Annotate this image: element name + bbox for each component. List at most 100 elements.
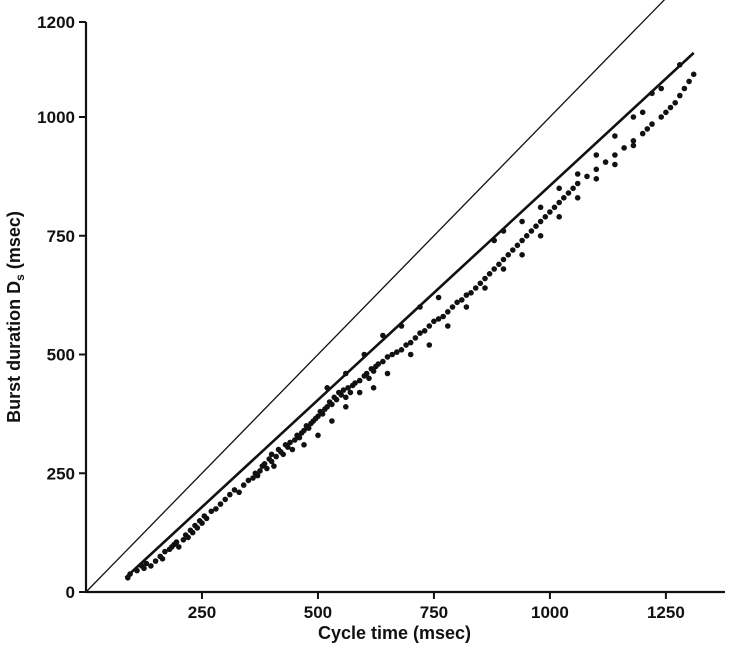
data-point xyxy=(271,463,277,469)
data-point xyxy=(514,242,521,249)
data-point xyxy=(333,396,340,403)
data-point xyxy=(663,109,669,116)
data-point xyxy=(375,361,382,367)
data-point xyxy=(463,304,470,310)
data-point xyxy=(523,233,530,239)
data-point xyxy=(343,394,349,401)
data-point xyxy=(370,368,377,374)
y-axis-title: Burst duration Ds (msec) xyxy=(4,211,27,423)
data-point xyxy=(454,299,460,306)
data-point xyxy=(159,556,166,562)
data-point xyxy=(556,199,562,206)
data-point xyxy=(273,453,280,460)
data-point xyxy=(486,271,493,277)
data-point xyxy=(421,328,428,334)
data-point xyxy=(213,506,219,512)
data-point xyxy=(361,351,368,358)
data-point xyxy=(519,218,525,225)
data-point xyxy=(280,451,287,458)
data-point xyxy=(398,347,405,353)
data-point xyxy=(343,370,349,377)
data-point xyxy=(285,444,291,450)
data-point xyxy=(672,100,678,106)
data-point xyxy=(356,377,363,384)
data-point xyxy=(658,85,664,92)
data-point xyxy=(435,316,442,322)
data-point xyxy=(407,351,414,358)
data-point xyxy=(612,152,618,158)
data-point xyxy=(380,358,386,365)
data-point xyxy=(482,285,488,291)
data-point xyxy=(500,228,507,234)
data-point xyxy=(240,482,247,488)
y-tick-label: 500 xyxy=(47,346,75,365)
data-point xyxy=(134,567,140,574)
data-point xyxy=(185,534,191,541)
data-point xyxy=(403,342,409,348)
x-tick-label: 250 xyxy=(188,603,216,622)
data-point xyxy=(574,195,581,201)
data-point xyxy=(287,439,293,446)
data-point xyxy=(398,323,405,329)
data-point xyxy=(593,166,600,173)
data-point xyxy=(315,413,321,420)
y-tick-label: 750 xyxy=(47,227,75,246)
data-point xyxy=(533,223,539,229)
data-point xyxy=(630,142,637,149)
data-point xyxy=(537,204,544,211)
data-point xyxy=(152,558,159,564)
x-tick-label: 1000 xyxy=(531,603,569,622)
data-point xyxy=(519,252,525,258)
data-point xyxy=(593,152,600,158)
data-point xyxy=(199,520,205,526)
data-point xyxy=(649,121,655,127)
identity-line xyxy=(85,0,666,593)
data-point xyxy=(658,114,664,120)
data-point xyxy=(180,537,187,543)
data-point xyxy=(189,529,196,536)
x-tick-label: 500 xyxy=(304,603,332,622)
data-point xyxy=(289,446,296,453)
y-axis-title-main: Burst duration D xyxy=(4,281,24,423)
data-point xyxy=(435,294,442,301)
data-point xyxy=(440,313,447,320)
data-point xyxy=(463,292,470,298)
data-point xyxy=(639,109,646,116)
data-point xyxy=(329,401,335,408)
data-point xyxy=(459,297,465,303)
plot-lines xyxy=(85,0,695,593)
regression-line xyxy=(124,51,695,579)
data-point xyxy=(681,85,688,92)
data-point xyxy=(407,339,414,346)
data-point xyxy=(417,304,423,310)
data-point xyxy=(340,387,347,393)
data-point xyxy=(380,332,386,339)
data-point xyxy=(690,71,697,78)
data-point xyxy=(412,335,419,341)
data-point xyxy=(141,565,147,572)
data-point xyxy=(176,544,182,550)
data-point xyxy=(551,204,558,211)
data-point xyxy=(556,185,562,192)
data-point xyxy=(264,465,270,472)
data-point xyxy=(352,380,358,386)
data-point xyxy=(173,539,180,545)
data-point xyxy=(254,472,261,479)
data-point xyxy=(208,508,215,515)
data-point xyxy=(257,468,263,474)
data-point xyxy=(528,228,535,234)
data-point xyxy=(345,385,351,391)
x-tick-label: 750 xyxy=(420,603,448,622)
y-tick-label: 1200 xyxy=(37,13,75,32)
data-point xyxy=(445,309,451,315)
data-point xyxy=(127,571,133,577)
data-point xyxy=(431,318,437,325)
data-point xyxy=(519,237,525,244)
data-point xyxy=(363,370,370,377)
data-point xyxy=(491,237,498,244)
data-point xyxy=(649,90,655,97)
data-point xyxy=(217,501,224,507)
data-point xyxy=(250,475,256,481)
data-point xyxy=(574,180,581,187)
